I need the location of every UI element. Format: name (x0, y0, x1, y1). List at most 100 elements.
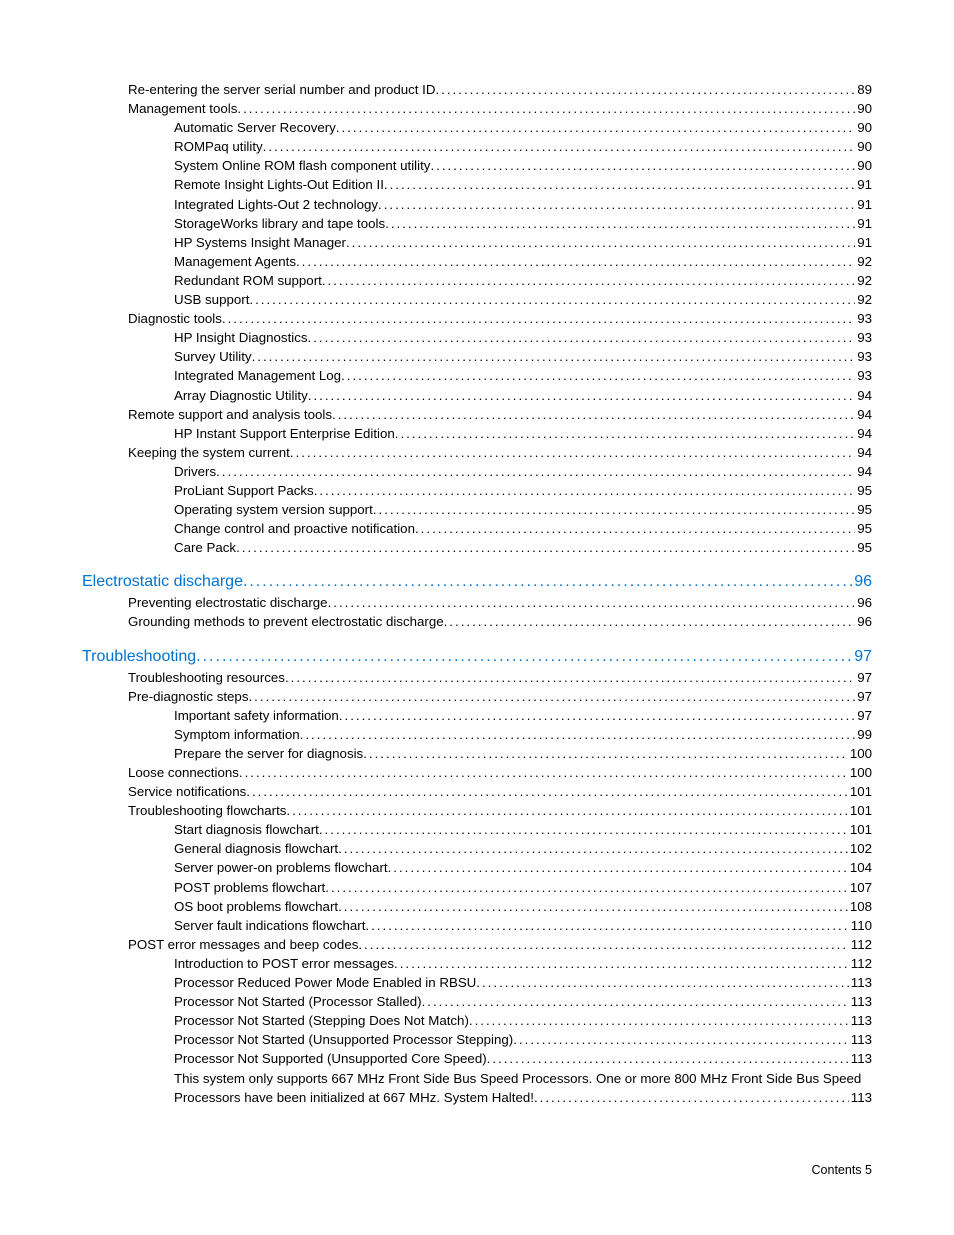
toc-entry[interactable]: Troubleshooting flowcharts101 (82, 801, 872, 820)
toc-entry-page: 94 (855, 424, 872, 443)
toc-entry[interactable]: Survey Utility93 (82, 347, 872, 366)
toc-entry[interactable]: Remote Insight Lights-Out Edition II91 (82, 175, 872, 194)
toc-leader (513, 1030, 849, 1049)
toc-entry-text: Processor Reduced Power Mode Enabled in … (174, 973, 476, 992)
toc-entry[interactable]: Operating system version support95 (82, 500, 872, 519)
toc-entry-page: 96 (855, 593, 872, 612)
toc-entry[interactable]: Integrated Management Log93 (82, 366, 872, 385)
toc-entry[interactable]: Redundant ROM support92 (82, 271, 872, 290)
toc-entry[interactable]: System Online ROM flash component utilit… (82, 156, 872, 175)
toc-leader (336, 118, 855, 137)
toc-entry[interactable]: Important safety information97 (82, 706, 872, 725)
toc-entry[interactable]: Loose connections100 (82, 763, 872, 782)
toc-entry-page: 97 (852, 646, 872, 668)
toc-entry[interactable]: StorageWorks library and tape tools91 (82, 214, 872, 233)
toc-entry[interactable]: OS boot problems flowchart108 (82, 897, 872, 916)
toc-entry[interactable]: General diagnosis flowchart 102 (82, 839, 872, 858)
toc-entry[interactable]: Troubleshooting resources97 (82, 668, 872, 687)
toc-entry[interactable]: Introduction to POST error messages112 (82, 954, 872, 973)
toc-entry[interactable]: POST error messages and beep codes112 (82, 935, 872, 954)
toc-entry[interactable]: HP Systems Insight Manager91 (82, 233, 872, 252)
toc-entry-page: 113 (849, 1088, 872, 1107)
toc-entry[interactable]: Management tools90 (82, 99, 872, 118)
toc-entry[interactable]: Symptom information99 (82, 725, 872, 744)
toc-entry[interactable]: Prepare the server for diagnosis100 (82, 744, 872, 763)
toc-entry[interactable]: Automatic Server Recovery90 (82, 118, 872, 137)
toc-entry[interactable]: Server fault indications flowchart110 (82, 916, 872, 935)
toc-leader (394, 954, 849, 973)
toc-entry[interactable]: Array Diagnostic Utility94 (82, 386, 872, 405)
toc-leader (314, 481, 856, 500)
toc-entry[interactable]: Processor Not Started (Processor Stalled… (82, 992, 872, 1011)
toc-entry-text: Symptom information (174, 725, 300, 744)
toc-entry-page: 113 (849, 1049, 872, 1068)
toc-entry-text: Operating system version support (174, 500, 373, 519)
toc-entry[interactable]: HP Insight Diagnostics93 (82, 328, 872, 347)
page-footer: Contents 5 (812, 1163, 872, 1177)
toc-entry-text: General diagnosis flowchart (174, 839, 338, 858)
toc-entry[interactable]: Processor Reduced Power Mode Enabled in … (82, 973, 872, 992)
toc-entry[interactable]: USB support92 (82, 290, 872, 309)
toc-entry-page: 91 (855, 195, 872, 214)
toc-leader (422, 992, 849, 1011)
toc-entry-page: 112 (849, 935, 872, 954)
toc-entry[interactable]: ProLiant Support Packs95 (82, 481, 872, 500)
toc-entry-page: 113 (849, 1030, 872, 1049)
toc-entry[interactable]: Diagnostic tools93 (82, 309, 872, 328)
toc-entry-page: 91 (855, 175, 872, 194)
toc-entry-text: Important safety information (174, 706, 339, 725)
toc-entry-text: Server power-on problems flowchart (174, 858, 388, 877)
toc-entry[interactable]: Preventing electrostatic discharge96 (82, 593, 872, 612)
toc-entry[interactable]: This system only supports 667 MHz Front … (82, 1069, 872, 1088)
toc-entry[interactable]: Drivers94 (82, 462, 872, 481)
toc-entry-text: System Online ROM flash component utilit… (174, 156, 430, 175)
toc-entry-text: Care Pack (174, 538, 236, 557)
toc-leader (469, 1011, 849, 1030)
toc-entry-page: 104 (848, 858, 872, 877)
toc-entry[interactable]: Server power-on problems flowchart 104 (82, 858, 872, 877)
toc-entry[interactable]: Processor Not Supported (Unsupported Cor… (82, 1049, 872, 1068)
toc-entry-text: Grounding methods to prevent electrostat… (128, 612, 444, 631)
toc-entry[interactable]: Grounding methods to prevent electrostat… (82, 612, 872, 631)
toc-entry-text: OS boot problems flowchart (174, 897, 338, 916)
toc-entry[interactable]: Troubleshooting97 (82, 646, 872, 668)
toc-leader (338, 839, 848, 858)
toc-leader (430, 156, 855, 175)
toc-entry[interactable]: Pre-diagnostic steps97 (82, 687, 872, 706)
toc-entry-text: Management tools (128, 99, 237, 118)
toc-entry-text: Survey Utility (174, 347, 252, 366)
toc-entry[interactable]: Keeping the system current94 (82, 443, 872, 462)
toc-leader (444, 612, 856, 631)
toc-entry[interactable]: Management Agents92 (82, 252, 872, 271)
toc-leader (325, 878, 848, 897)
toc-leader (319, 820, 848, 839)
toc-leader (534, 1088, 849, 1107)
toc-entry[interactable]: Care Pack95 (82, 538, 872, 557)
toc-entry[interactable]: Remote support and analysis tools94 (82, 405, 872, 424)
toc-entry[interactable]: Service notifications101 (82, 782, 872, 801)
toc-entry[interactable]: Processor Not Started (Stepping Does Not… (82, 1011, 872, 1030)
toc-entry[interactable]: Processor Not Started (Unsupported Proce… (82, 1030, 872, 1049)
toc-entry-text: Prepare the server for diagnosis (174, 744, 363, 763)
toc-leader (373, 500, 855, 519)
toc-entry-page: 102 (848, 839, 872, 858)
toc-entry[interactable]: Change control and proactive notificatio… (82, 519, 872, 538)
toc-entry[interactable]: ROMPaq utility90 (82, 137, 872, 156)
toc-entry[interactable]: POST problems flowchart107 (82, 878, 872, 897)
toc-entry-page: 97 (855, 687, 872, 706)
toc-leader (388, 858, 848, 877)
toc-entry[interactable]: HP Instant Support Enterprise Edition94 (82, 424, 872, 443)
toc-entry-text: POST problems flowchart (174, 878, 325, 897)
toc-leader (341, 366, 855, 385)
toc-leader (365, 916, 848, 935)
toc-entry[interactable]: Integrated Lights-Out 2 technology91 (82, 195, 872, 214)
toc-entry-text: Introduction to POST error messages (174, 954, 394, 973)
toc-entry[interactable]: Start diagnosis flowchart101 (82, 820, 872, 839)
toc-entry-text: USB support (174, 290, 249, 309)
toc-entry[interactable]: Re-entering the server serial number and… (82, 80, 872, 99)
toc-entry[interactable]: Electrostatic discharge96 (82, 571, 872, 593)
toc-entry[interactable]: Processors have been initialized at 667 … (82, 1088, 872, 1107)
toc-leader (285, 668, 855, 687)
toc-entry-text: Troubleshooting flowcharts (128, 801, 286, 820)
toc-entry-text: Drivers (174, 462, 216, 481)
